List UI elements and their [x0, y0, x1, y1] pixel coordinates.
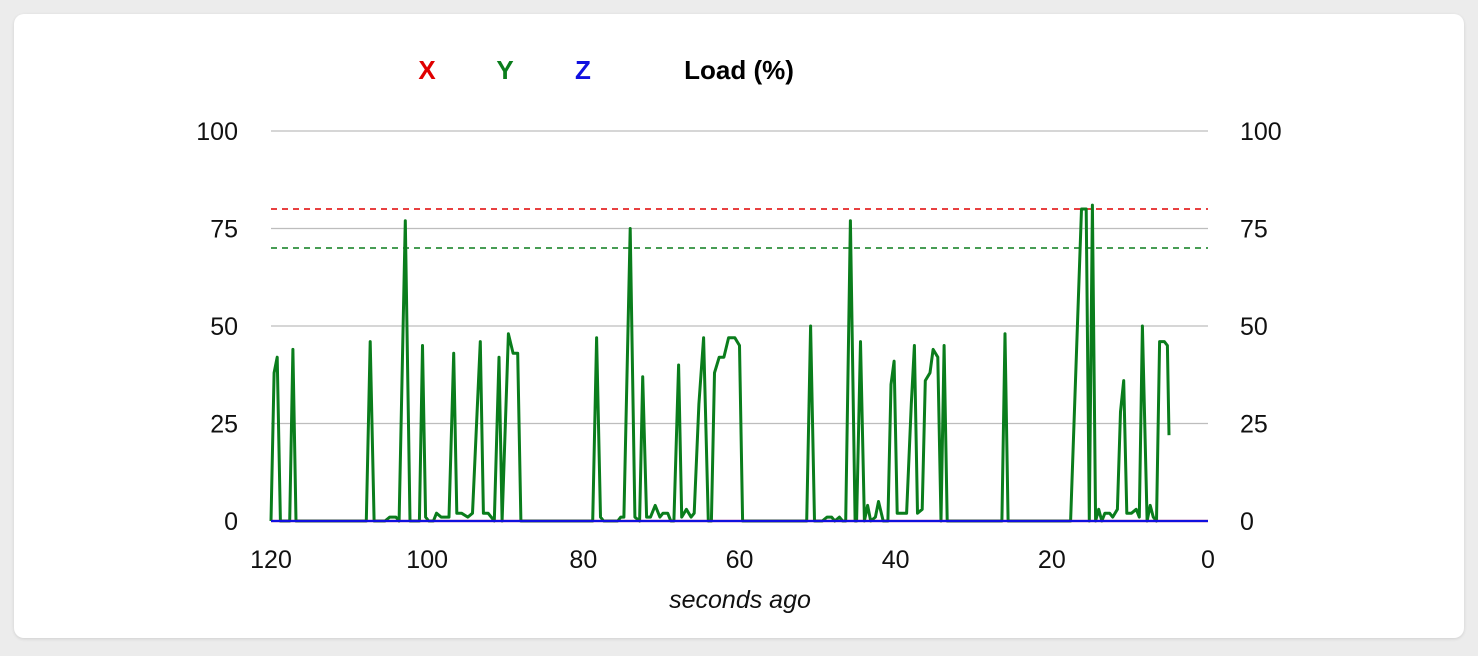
right-y-tick-label: 0 [1240, 508, 1254, 536]
x-tick-label: 20 [1038, 546, 1066, 574]
legend-item-y[interactable]: Y [496, 55, 513, 85]
series-y-line [269, 203, 1171, 523]
left-y-tick-label: 50 [210, 313, 238, 341]
x-tick-label: 40 [882, 546, 910, 574]
x-axis-title: seconds ago [669, 586, 811, 614]
left-y-tick-label: 25 [210, 411, 238, 439]
left-y-tick-label: 75 [210, 216, 238, 244]
series-lines [269, 203, 1208, 523]
x-tick-label: 60 [726, 546, 754, 574]
left-y-tick-label: 0 [224, 508, 238, 536]
legend-item-load[interactable]: Load (%) [684, 55, 794, 85]
grid-lines [271, 130, 1208, 522]
x-axis: 120 100 80 60 40 20 0 [250, 546, 1215, 574]
legend-item-x[interactable]: X [418, 55, 436, 85]
right-y-axis: 0 25 50 75 100 [1240, 118, 1282, 536]
right-y-tick-label: 100 [1240, 118, 1282, 146]
right-y-tick-label: 75 [1240, 216, 1268, 244]
right-y-tick-label: 50 [1240, 313, 1268, 341]
legend: X Y Z Load (%) [418, 55, 794, 85]
legend-item-z[interactable]: Z [575, 55, 591, 85]
x-tick-label: 100 [406, 546, 448, 574]
x-tick-label: 80 [569, 546, 597, 574]
threshold-lines [271, 208, 1208, 249]
x-tick-label: 0 [1201, 546, 1215, 574]
left-y-tick-label: 100 [196, 118, 238, 146]
left-y-axis: 0 25 50 75 100 [196, 118, 238, 536]
right-y-tick-label: 25 [1240, 411, 1268, 439]
x-tick-label: 120 [250, 546, 292, 574]
